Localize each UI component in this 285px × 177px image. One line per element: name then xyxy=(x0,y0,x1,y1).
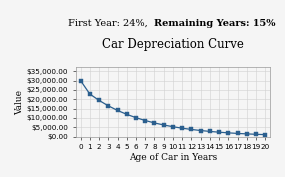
Text: First Year: 24%,: First Year: 24%, xyxy=(68,19,154,28)
X-axis label: Age of Car in Years: Age of Car in Years xyxy=(129,153,217,162)
Text: Remaining Years: 15%: Remaining Years: 15% xyxy=(154,19,275,28)
Title: Car Depreciation Curve: Car Depreciation Curve xyxy=(102,38,244,51)
Y-axis label: Value: Value xyxy=(15,90,24,115)
